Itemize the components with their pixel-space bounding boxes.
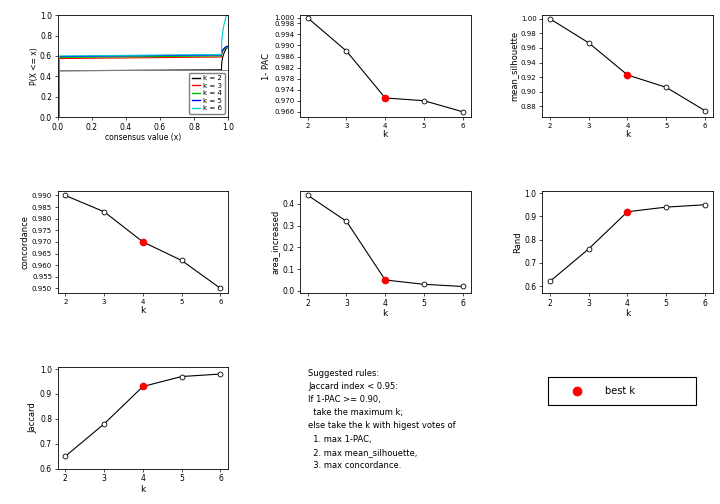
X-axis label: k: k xyxy=(382,309,388,318)
FancyBboxPatch shape xyxy=(548,377,696,405)
X-axis label: consensus value (x): consensus value (x) xyxy=(105,133,181,142)
Y-axis label: Jaccard: Jaccard xyxy=(28,402,37,433)
Legend: k = 2, k = 3, k = 4, k = 5, k = 6: k = 2, k = 3, k = 4, k = 5, k = 6 xyxy=(189,73,225,114)
X-axis label: k: k xyxy=(382,130,388,139)
X-axis label: k: k xyxy=(625,309,630,318)
X-axis label: k: k xyxy=(140,485,145,493)
Y-axis label: area_increased: area_increased xyxy=(271,210,279,274)
X-axis label: k: k xyxy=(625,130,630,139)
Text: Suggested rules:
Jaccard index < 0.95:
If 1-PAC >= 0.90,
  take the maximum k;
e: Suggested rules: Jaccard index < 0.95: I… xyxy=(308,368,456,470)
Y-axis label: P(X <= x): P(X <= x) xyxy=(30,47,39,85)
Y-axis label: concordance: concordance xyxy=(20,215,29,269)
X-axis label: k: k xyxy=(140,306,145,315)
Y-axis label: mean_silhouette: mean_silhouette xyxy=(509,31,518,101)
Text: best k: best k xyxy=(606,386,636,396)
Y-axis label: 1- PAC: 1- PAC xyxy=(262,53,271,80)
Y-axis label: Rand: Rand xyxy=(513,231,522,253)
